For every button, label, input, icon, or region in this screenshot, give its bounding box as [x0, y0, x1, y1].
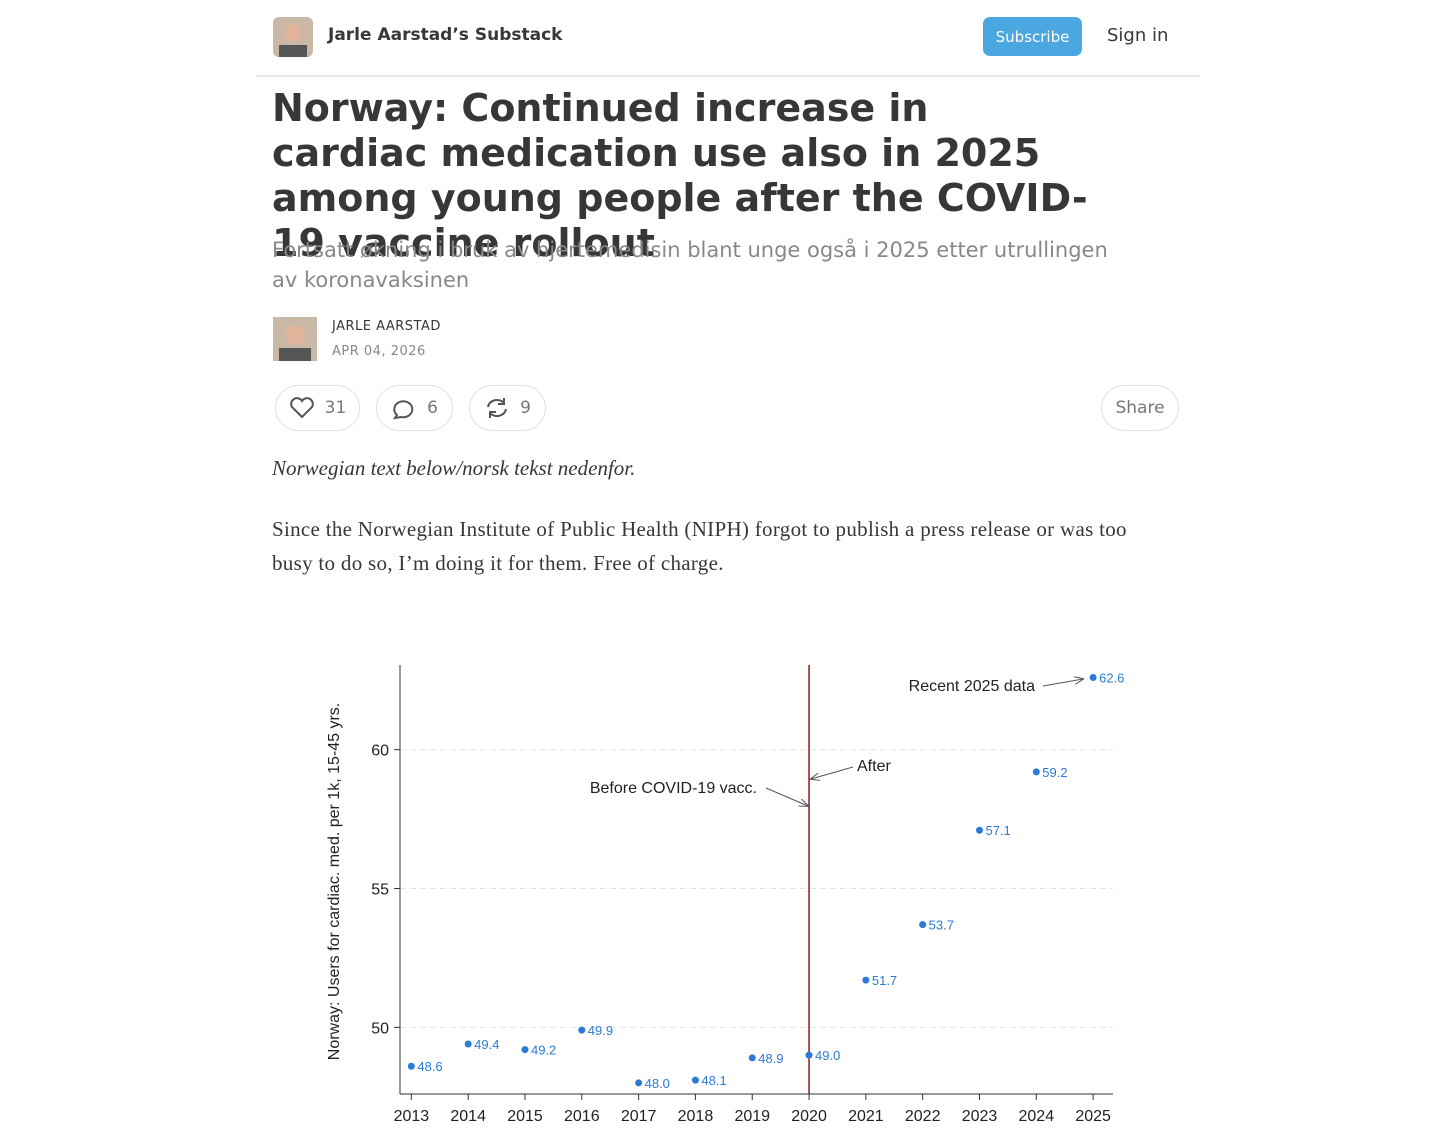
- point: [1032, 768, 1040, 776]
- value-label: 49.4: [474, 1037, 499, 1052]
- article-subtitle: Fortsatt økning i bruk av hjertemedisin …: [272, 238, 1108, 292]
- value-label: 53.7: [929, 918, 954, 933]
- restack-count: 9: [520, 398, 531, 418]
- subscribe-button[interactable]: Subscribe: [983, 17, 1082, 56]
- x-tick-label: 2014: [450, 1108, 486, 1125]
- point: [748, 1054, 756, 1062]
- y-tick-label: 60: [371, 743, 389, 760]
- value-label: 49.9: [588, 1023, 613, 1038]
- point: [521, 1046, 529, 1054]
- comment-button[interactable]: 6: [376, 385, 453, 431]
- value-label: 49.0: [815, 1048, 840, 1063]
- value-label: 59.2: [1042, 765, 1067, 780]
- x-tick-label: 2019: [734, 1108, 770, 1125]
- x-tick-label: 2016: [564, 1108, 600, 1125]
- value-label: 48.1: [701, 1073, 726, 1088]
- annotation: Recent 2025 data: [909, 678, 1035, 695]
- value-label: 57.1: [985, 823, 1010, 838]
- point: [975, 826, 983, 834]
- comment-icon: [392, 400, 414, 420]
- like-button[interactable]: 31: [275, 385, 360, 431]
- point: [578, 1026, 586, 1034]
- publication-logo[interactable]: [273, 17, 313, 57]
- x-tick-label: 2025: [1075, 1108, 1111, 1125]
- author-avatar[interactable]: [273, 317, 317, 361]
- point: [407, 1062, 415, 1070]
- point: [691, 1076, 699, 1084]
- value-label: 49.2: [531, 1043, 556, 1058]
- point: [635, 1079, 643, 1087]
- x-tick-label: 2017: [621, 1108, 657, 1125]
- x-tick-label: 2013: [394, 1108, 430, 1125]
- divider: [256, 75, 1200, 77]
- post-date: APR 04, 2026: [332, 344, 426, 359]
- y-tick-label: 55: [371, 882, 389, 899]
- article-title: Norway: Continued increase in cardiac me…: [272, 86, 1088, 265]
- restack-icon: [487, 398, 508, 418]
- y-axis-label: Norway: Users for cardiac. med. per 1k, …: [326, 703, 343, 1060]
- like-count: 31: [324, 398, 347, 418]
- point: [919, 921, 927, 929]
- value-label: 48.0: [645, 1076, 670, 1091]
- x-tick-label: 2021: [848, 1108, 884, 1125]
- x-tick-label: 2022: [905, 1108, 941, 1125]
- value-label: 51.7: [872, 973, 897, 988]
- value-label: 48.6: [417, 1059, 442, 1074]
- chart: 50 55 60 2013 2014 2015 2016 2017 2018 2019 2020 20…: [326, 665, 1124, 1125]
- point: [862, 976, 870, 984]
- value-label: 48.9: [758, 1051, 783, 1066]
- language-note: Norwegian text below/norsk tekst nedenfo…: [272, 456, 636, 480]
- value-label: 62.6: [1099, 670, 1124, 685]
- x-tick-label: 2024: [1019, 1108, 1055, 1125]
- point: [805, 1051, 813, 1059]
- sign-in[interactable]: Sign in: [1107, 25, 1169, 46]
- publication-name[interactable]: Jarle Aarstad’s Substack: [328, 25, 563, 45]
- annotation: Before COVID-19 vacc.: [590, 780, 757, 797]
- comment-count: 6: [427, 398, 438, 418]
- point: [464, 1040, 472, 1048]
- annotation-arrow: [765, 787, 808, 806]
- share-button[interactable]: Share: [1101, 385, 1179, 431]
- point: [1089, 673, 1097, 681]
- x-tick-label: 2018: [678, 1108, 714, 1125]
- annotation-arrow: [1042, 679, 1083, 687]
- article-paragraph: Since the Norwegian Institute of Public …: [272, 517, 1127, 575]
- y-tick-label: 50: [371, 1020, 389, 1037]
- x-tick-label: 2020: [791, 1108, 827, 1125]
- restack-button[interactable]: 9: [469, 385, 546, 431]
- heart-icon: [289, 397, 314, 419]
- annotation-arrow: [811, 766, 854, 779]
- x-tick-label: 2015: [507, 1108, 543, 1125]
- author-name[interactable]: JARLE AARSTAD: [332, 319, 441, 334]
- annotation: After: [857, 758, 891, 775]
- share-label: Share: [1115, 398, 1165, 418]
- x-tick-label: 2023: [962, 1108, 998, 1125]
